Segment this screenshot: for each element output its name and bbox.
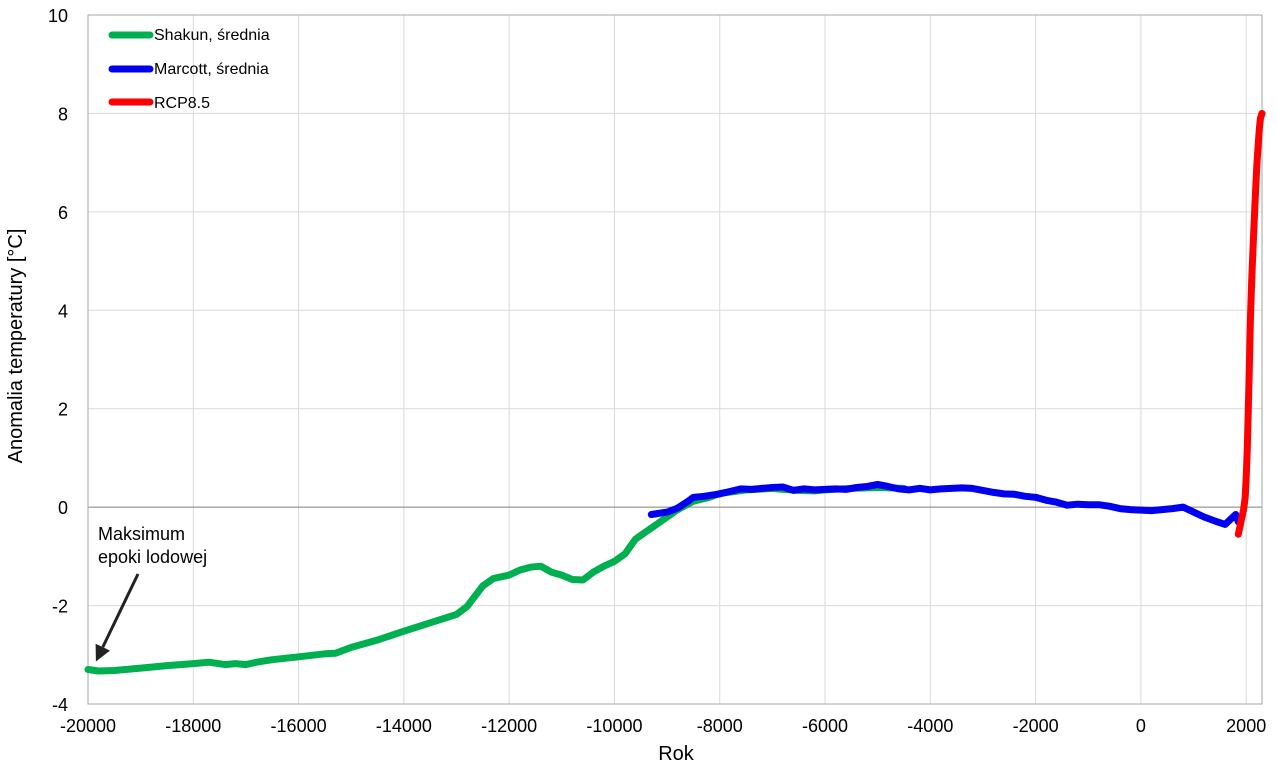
x-tick-label: 2000 [1226, 716, 1266, 736]
y-tick-label: -4 [52, 695, 68, 715]
x-tick-label: -20000 [60, 716, 116, 736]
x-tick-label: -8000 [697, 716, 743, 736]
legend: Shakun, średnia Marcott, średnia RCP8.5 [108, 27, 270, 112]
series-line-1 [647, 481, 1242, 528]
y-tick-label: 0 [58, 498, 68, 518]
gridlines [87, 14, 1263, 705]
tick-labels: -20000 -18000 -16000 -14000 -12000 -10000 -800… [48, 6, 1266, 736]
x-tick-label: -4000 [907, 716, 953, 736]
annotation-arrow [101, 573, 140, 648]
x-tick-label: -14000 [376, 716, 432, 736]
y-tick-label: 6 [58, 203, 68, 223]
axes [87, 14, 1263, 705]
series-line-2 [1234, 109, 1266, 538]
plot-frame [87, 14, 1263, 705]
x-tick-label: -12000 [481, 716, 537, 736]
y-tick-label: 8 [58, 104, 68, 124]
annotation-line-1: Maksimum [98, 524, 185, 544]
y-tick-label: 10 [48, 6, 68, 26]
series-line-0 [84, 484, 908, 675]
y-axis-title: Anomalia temperatury [°C] [5, 229, 27, 464]
annotation-arrowhead [95, 643, 110, 662]
y-tick-label: 2 [58, 400, 68, 420]
x-tick-label: -2000 [1013, 716, 1059, 736]
series-lines [84, 109, 1266, 675]
y-tick-label: 4 [58, 301, 68, 321]
x-tick-label: -10000 [586, 716, 642, 736]
legend-label-shakun: Shakun, średnia [154, 27, 270, 44]
ice-age-annotation: Maksimum epoki lodowej [95, 524, 207, 662]
x-tick-label: -6000 [802, 716, 848, 736]
legend-label-rcp85: RCP8.5 [154, 95, 210, 112]
x-tick-label: -16000 [271, 716, 327, 736]
legend-label-marcott: Marcott, średnia [154, 61, 269, 78]
annotation-line-2: epoki lodowej [98, 547, 207, 567]
x-tick-label: 0 [1136, 716, 1146, 736]
x-axis-title: Rok [658, 743, 695, 765]
x-tick-label: -18000 [165, 716, 221, 736]
y-tick-label: -2 [52, 597, 68, 617]
